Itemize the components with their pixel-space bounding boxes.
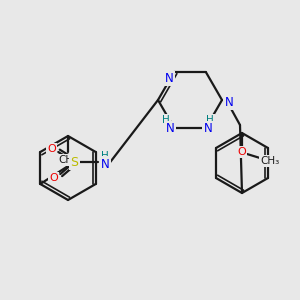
Text: H: H [101,151,109,161]
Text: CH₃: CH₃ [58,155,78,165]
Text: H: H [162,115,170,125]
Text: N: N [166,122,174,135]
Text: O: O [238,147,246,157]
Text: N: N [165,72,173,85]
Text: H: H [206,115,214,125]
Text: O: O [49,173,58,183]
Text: N: N [101,158,110,170]
Text: O: O [47,144,56,154]
Text: CH₃: CH₃ [260,156,280,166]
Text: N: N [225,95,233,109]
Text: S: S [70,155,78,169]
Text: N: N [204,122,212,135]
